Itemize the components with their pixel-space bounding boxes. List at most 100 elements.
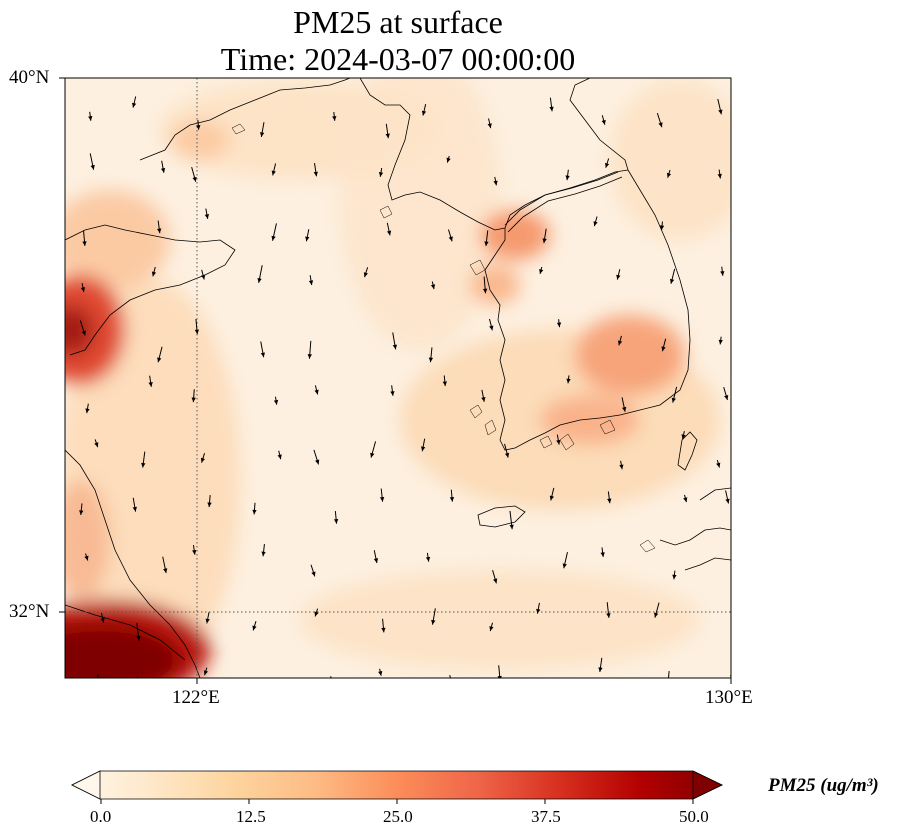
wind-arrow-head <box>489 626 494 632</box>
wind-arrow-head <box>725 498 730 504</box>
wind-arrow-head <box>379 496 385 502</box>
wind-arrow-head <box>85 408 90 414</box>
wind-arrow-head <box>81 330 86 336</box>
wind-arrow-head <box>192 176 197 182</box>
wind-arrow-head <box>558 689 562 694</box>
wind-arrow-head <box>200 274 206 280</box>
wind-arrow-shaft <box>261 680 262 690</box>
map-title-line2: Time: 2024-03-07 00:00:00 <box>220 41 576 77</box>
wind-arrow-head <box>160 167 166 173</box>
wind-arrow-head <box>718 109 723 115</box>
wind-arrow-head <box>378 172 384 177</box>
wind-arrow-head <box>133 686 137 691</box>
wind-arrow-head <box>622 406 627 412</box>
lon-label-122e: 122°E <box>172 687 220 708</box>
wind-arrow-head <box>683 497 688 503</box>
wind-arrow-head <box>430 284 436 290</box>
wind-arrow-head <box>681 434 686 440</box>
wind-arrow-head <box>549 495 554 501</box>
map-frame <box>64 77 732 679</box>
wind-arrow-head <box>386 230 392 236</box>
wind-arrow-head <box>390 391 395 396</box>
wind-arrow-head <box>315 459 320 465</box>
wind-arrow-head <box>260 352 265 358</box>
wind-arrow-head <box>601 119 606 125</box>
wind-arrow-head <box>259 685 263 690</box>
colorbar-tick-12-5: 12.5 <box>236 807 266 826</box>
wind-arrow-shaft <box>449 675 451 678</box>
wind-arrow-head <box>720 271 725 276</box>
wind-arrow-head <box>556 439 561 445</box>
wind-arrow-head <box>449 496 455 502</box>
wind-arrow-head <box>271 170 276 176</box>
wind-arrow-head <box>448 236 453 242</box>
wind-arrow-head <box>370 452 375 458</box>
colorbar-min-extend <box>71 770 101 800</box>
coastal-islands <box>231 123 656 553</box>
wind-arrow-head <box>252 625 257 631</box>
wind-arrow-head <box>385 133 390 139</box>
lat-label-32n: 32°N <box>9 601 50 622</box>
wind-arrow-head <box>90 164 95 170</box>
wind-arrow-head <box>314 389 319 395</box>
wind-arrow-head <box>539 268 544 274</box>
wind-arrow-shaft <box>97 674 99 678</box>
wind-arrow-head <box>739 552 743 557</box>
wind-arrow-head <box>717 173 722 179</box>
wind-arrow-head <box>671 397 676 403</box>
wind-arrow-head <box>151 271 157 277</box>
wind-arrow-head <box>482 288 488 294</box>
wind-arrow-head <box>207 502 212 508</box>
wind-arrow-head <box>549 106 554 112</box>
wind-arrow-head <box>82 241 87 246</box>
wind-arrow-shaft <box>741 548 743 557</box>
colorbar-tick-50: 50.0 <box>679 807 709 826</box>
wind-arrow-shaft <box>498 665 501 678</box>
wind-arrow-head <box>536 608 541 614</box>
wind-arrow-head <box>509 524 514 530</box>
wind-arrow-head <box>421 110 427 116</box>
wind-arrow-head <box>261 551 266 557</box>
wind-arrow-head <box>442 381 447 387</box>
wind-arrow-head <box>566 378 571 384</box>
lat-label-40n: 40°N <box>9 67 50 88</box>
wind-arrow-head <box>203 670 208 676</box>
wind-arrow-head <box>431 619 436 625</box>
wind-arrow-head <box>313 171 318 177</box>
wind-arrow-head <box>332 116 337 121</box>
wind-arrow-head <box>252 509 257 515</box>
wind-arrow-head <box>497 675 502 678</box>
wind-arrow-head <box>616 274 621 280</box>
wind-vectors <box>79 96 743 694</box>
wind-arrow-head <box>607 498 612 504</box>
wind-arrow-head <box>425 556 431 562</box>
wind-arrow-head <box>80 287 86 292</box>
wind-arrow-head <box>598 667 603 673</box>
wind-arrow-head <box>420 446 426 452</box>
wind-arrow-head <box>654 612 659 618</box>
wind-arrow-head <box>330 681 334 686</box>
wind-arrow-head <box>493 180 498 186</box>
wind-arrow-head <box>191 397 196 403</box>
wind-arrow-head <box>658 122 663 128</box>
wind-arrow-head <box>666 682 670 687</box>
wind-arrow-head <box>373 558 379 563</box>
wind-arrow-head <box>484 241 489 247</box>
wind-arrow-head <box>277 454 282 460</box>
wind-arrow-head <box>200 457 205 463</box>
wind-arrow-head <box>79 510 84 515</box>
wind-arrow-head <box>542 238 547 244</box>
wind-arrow-head <box>392 344 398 350</box>
wind-arrow-head <box>257 278 262 283</box>
wind-arrow-head <box>481 396 486 402</box>
wind-arrow-head <box>100 617 105 623</box>
wind-arrow-head <box>96 679 100 684</box>
lon-label-130e: 130°E <box>705 687 753 708</box>
wind-arrow-shaft <box>737 622 741 637</box>
wind-arrow-head <box>716 462 721 468</box>
wind-arrow-head <box>271 235 276 241</box>
wind-arrow-head <box>307 354 312 359</box>
wind-arrow-head <box>363 272 368 278</box>
wind-arrow-head <box>617 340 623 346</box>
wind-arrow-head <box>718 339 723 345</box>
